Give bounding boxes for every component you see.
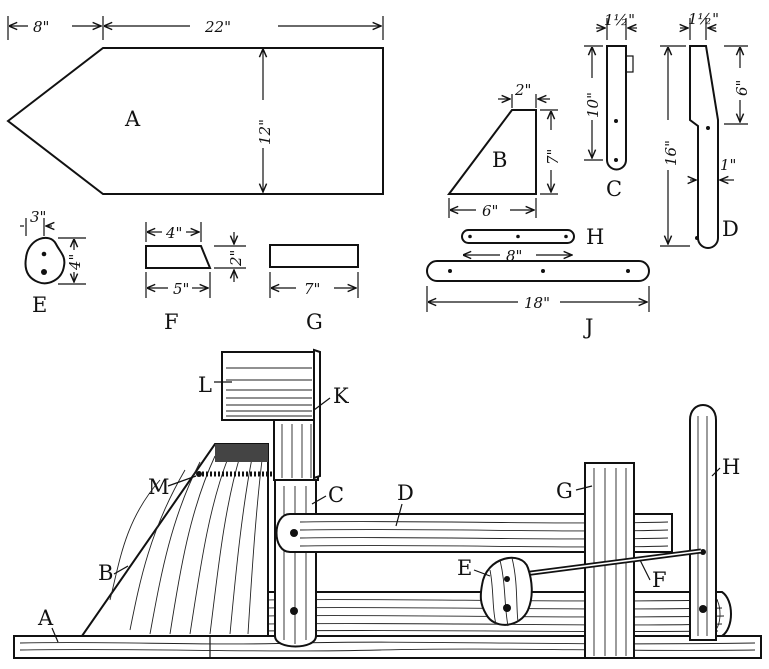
assembly-part-l xyxy=(221,351,317,421)
part-g: G 7" xyxy=(269,244,359,334)
assembly-label-f: F xyxy=(652,568,667,592)
part-e-dim-4: 4" xyxy=(66,254,84,271)
assembly-part-d xyxy=(275,513,673,553)
assembly-part-c xyxy=(274,479,317,648)
assembly-label-c: C xyxy=(328,483,344,507)
part-j-outline xyxy=(426,260,650,282)
part-d-dim-6: 6" xyxy=(733,80,751,96)
part-e: E 3" 4" xyxy=(20,208,86,317)
part-f-dim-4: 4" xyxy=(165,224,182,242)
part-b-dim-7: 7" xyxy=(544,149,562,165)
assembly-label-k: K xyxy=(333,384,349,408)
part-b-outline xyxy=(447,109,537,195)
assembly-label-h: H xyxy=(722,455,740,479)
part-a-dim-12: 12" xyxy=(256,119,274,145)
part-c-outline xyxy=(606,45,627,171)
part-b-dim-6: 6" xyxy=(482,202,498,220)
part-a: A 8" 22" 12" xyxy=(6,16,384,195)
part-f: F 4" 5" 2" xyxy=(145,222,246,334)
assembly-label-d: D xyxy=(397,481,414,505)
part-g-outline xyxy=(269,244,359,268)
part-c-dim-10: 10" xyxy=(584,92,602,118)
part-b: B 2" 7" 6" xyxy=(447,81,562,220)
part-c: C 1½" 10" xyxy=(584,11,637,201)
part-h-label: H xyxy=(586,225,604,249)
assembly-label-m: M xyxy=(148,475,170,499)
part-f-dim-2: 2" xyxy=(227,250,245,267)
part-j-label: J xyxy=(583,315,593,339)
part-b-label: B xyxy=(492,148,507,172)
part-f-label: F xyxy=(164,310,179,334)
part-a-dim-22: 22" xyxy=(204,18,231,36)
part-e-label: E xyxy=(32,293,47,317)
assembly-label-a: A xyxy=(37,606,54,630)
part-a-label: A xyxy=(124,107,141,131)
assembly-part-h xyxy=(689,404,717,641)
part-d-label: D xyxy=(722,217,739,241)
assembly-base-a xyxy=(13,635,762,659)
assembly-label-e: E xyxy=(457,556,472,580)
part-a-dim-8: 8" xyxy=(33,18,49,36)
part-h: H 8" xyxy=(461,225,604,265)
part-a-outline xyxy=(6,47,384,195)
part-f-outline xyxy=(145,245,212,269)
part-g-dim-7: 7" xyxy=(304,280,320,298)
assembly-label-g: G xyxy=(556,479,573,503)
part-h-dim-8: 8" xyxy=(506,247,522,265)
assembly-view: A B C D E F G H K L M xyxy=(13,348,762,659)
part-j-dim-18: 18" xyxy=(524,294,550,312)
part-d-dim-16: 16" xyxy=(662,140,680,166)
part-b-dim-2: 2" xyxy=(514,81,531,99)
part-f-dim-5: 5" xyxy=(173,280,189,298)
part-d-dim-1: 1" xyxy=(720,156,736,174)
part-d-outline xyxy=(689,45,719,249)
part-d-dim-width: 1½" xyxy=(688,10,719,28)
part-d: D 1½" 16" 6" 1" xyxy=(660,10,751,249)
part-e-dim-3: 3" xyxy=(30,208,46,226)
part-c-label: C xyxy=(606,177,622,201)
part-h-outline xyxy=(461,229,575,244)
assembly-label-l: L xyxy=(198,373,212,397)
part-g-label: G xyxy=(306,310,323,334)
assembly-label-b: B xyxy=(98,561,113,585)
part-e-outline xyxy=(24,236,66,285)
part-j: J 18" xyxy=(426,260,650,339)
part-c-dim-width: 1½" xyxy=(604,11,635,29)
